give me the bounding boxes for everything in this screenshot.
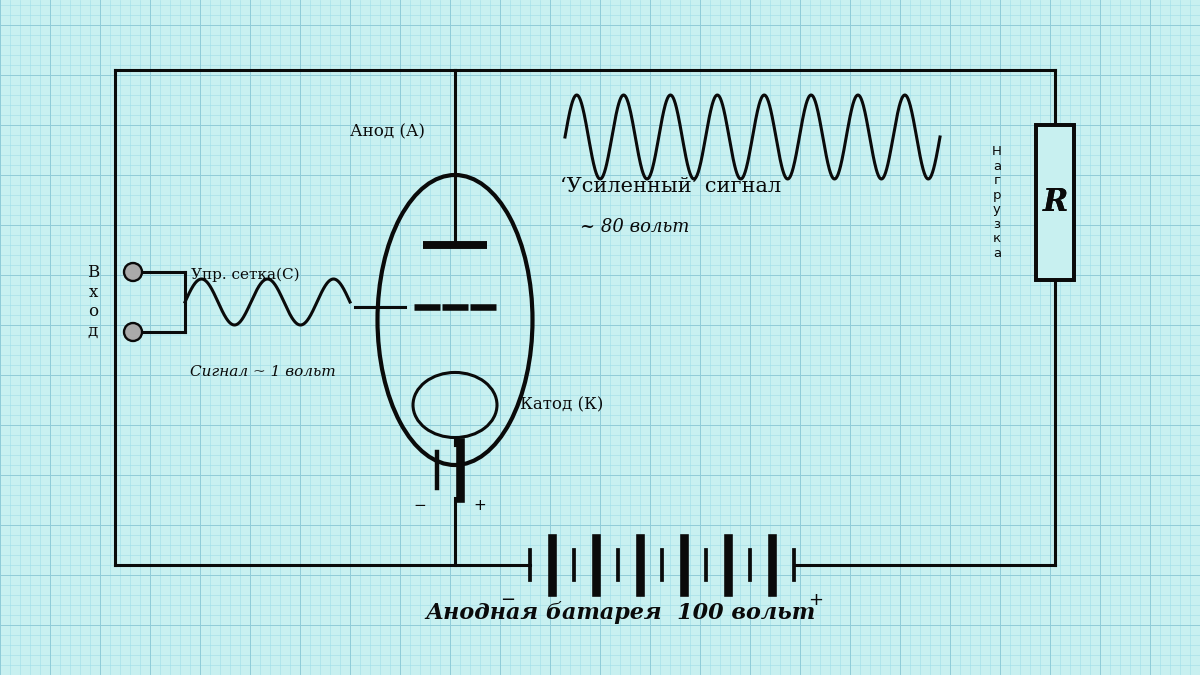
Text: −: − [414, 497, 426, 512]
Text: R: R [1043, 187, 1068, 218]
Text: Упр. сетка(С): Упр. сетка(С) [191, 268, 300, 282]
Text: Катод (К): Катод (К) [520, 396, 604, 414]
Bar [1036, 125, 1074, 280]
Bar [1036, 125, 1074, 280]
Ellipse shape [124, 263, 142, 281]
Text: ‘Усиленный’ сигнал: ‘Усиленный’ сигнал [560, 178, 781, 196]
Text: −: − [500, 591, 516, 609]
Text: Анод (А): Анод (А) [350, 123, 425, 140]
Text: Н
а
г
р
у
з
к
а: Н а г р у з к а [992, 145, 1002, 260]
Text: Сигнал ~ 1 вольт: Сигнал ~ 1 вольт [190, 365, 336, 379]
Text: В
х
о
д: В х о д [86, 264, 100, 340]
Text: ~ 80 вольт: ~ 80 вольт [580, 218, 689, 236]
Bar [1036, 125, 1074, 280]
Text: +: + [809, 591, 823, 609]
Ellipse shape [124, 323, 142, 341]
Text: Анодная батарея  100 вольт: Анодная батарея 100 вольт [425, 601, 815, 624]
Text: +: + [474, 497, 486, 512]
Text: R: R [1043, 187, 1068, 218]
